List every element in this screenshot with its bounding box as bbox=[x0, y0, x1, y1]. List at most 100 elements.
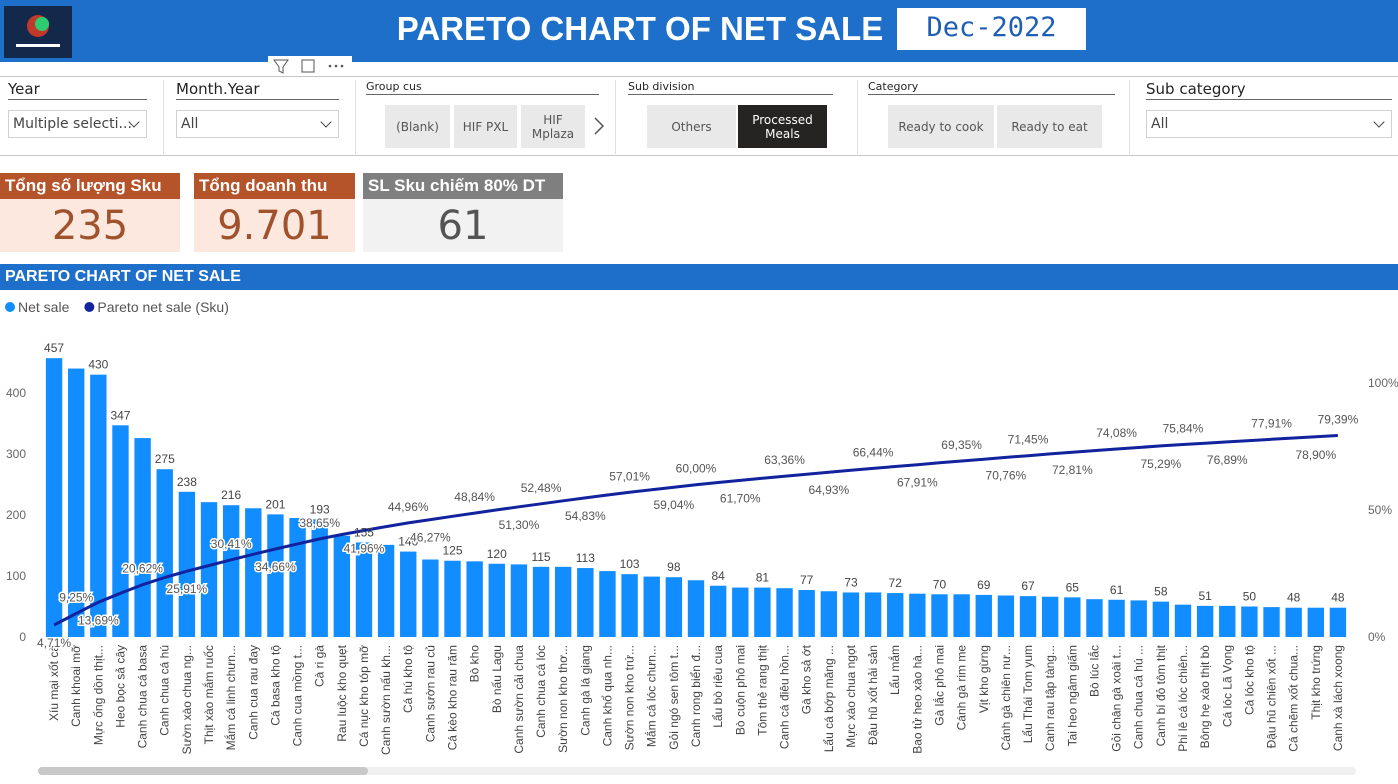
chart: Net sale Pareto net sale (Sku) 0 100 200 300 4… bbox=[5, 299, 1398, 775]
slicer-label: Year bbox=[8, 80, 147, 100]
bar bbox=[355, 542, 373, 637]
bar bbox=[1041, 596, 1059, 637]
slicer-button[interactable]: HIF PXL bbox=[454, 105, 517, 148]
bar bbox=[510, 564, 528, 637]
x-tick-label: Rau luộc kho quẹt bbox=[335, 644, 349, 741]
x-tick-label: Đậu hũ chiên xốt ... bbox=[1265, 645, 1279, 748]
period-box: Dec-2022 bbox=[897, 8, 1086, 50]
x-tick-label: Bò nấu Lagu bbox=[490, 645, 504, 713]
bar bbox=[1019, 596, 1037, 637]
bar bbox=[577, 568, 594, 637]
x-tick-label: Canh chua cá hú ... bbox=[1132, 645, 1146, 749]
x-tick-label: Mắm cá linh chưn... bbox=[223, 645, 238, 750]
bar-value-label: 140 bbox=[398, 535, 418, 549]
bar bbox=[222, 505, 240, 637]
line-value-label: 67,91% bbox=[897, 476, 938, 490]
y2-tick-label: 50% bbox=[1368, 503, 1392, 517]
x-tick-label: Canh cá điêu hồn... bbox=[778, 645, 792, 749]
line-value-label: 52,48% bbox=[521, 481, 562, 495]
bar-value-label: 457 bbox=[44, 341, 64, 355]
bar bbox=[1174, 604, 1192, 637]
x-tick-label: Canh sườn cải chua bbox=[512, 645, 526, 754]
slicer-label: Sub division bbox=[628, 80, 833, 95]
bar-value-label: 275 bbox=[155, 452, 175, 466]
bar-value-label: 113 bbox=[576, 551, 595, 565]
x-tick-label: Heo bọc sả cây bbox=[113, 645, 127, 728]
bar bbox=[156, 469, 173, 637]
bar-value-label: 48 bbox=[1287, 591, 1301, 605]
line-value-label: 75,84% bbox=[1163, 422, 1204, 436]
visual-icons[interactable] bbox=[268, 56, 352, 76]
bar bbox=[1285, 607, 1302, 637]
line-value-label: 25,91% bbox=[167, 582, 208, 596]
kpi-label: Tổng doanh thu bbox=[194, 173, 355, 199]
x-tick-label: Lẩu bò riêu cua bbox=[711, 645, 725, 728]
x-tick-label: Lẩu Thái Tom yum bbox=[1021, 645, 1035, 743]
dropdown[interactable]: All bbox=[176, 110, 339, 138]
bar bbox=[732, 587, 749, 637]
kpi-value: 235 bbox=[0, 199, 180, 252]
slicer-year[interactable]: Year Multiple selecti... bbox=[8, 80, 164, 154]
kpi-value: 9.701 bbox=[194, 199, 355, 252]
pareto-line bbox=[53, 434, 1338, 627]
dropdown[interactable]: All bbox=[1146, 110, 1392, 138]
bar-value-label: 120 bbox=[487, 547, 507, 561]
x-tick-label: Lẩu cá bớp măng ... bbox=[822, 645, 836, 752]
slicer-subcategory[interactable]: Sub category All bbox=[1146, 80, 1392, 154]
x-tick-label: Canh rong biển đ... bbox=[689, 645, 703, 747]
bar-value-label: 67 bbox=[1021, 579, 1035, 593]
bar bbox=[975, 594, 992, 637]
line-value-label: 64,93% bbox=[808, 483, 849, 497]
bar bbox=[444, 560, 461, 637]
x-tick-label: Tôm thẻ rang thịt bbox=[755, 644, 769, 735]
kpi-label: SL Sku chiếm 80% DT bbox=[363, 173, 563, 199]
line-value-label: 76,89% bbox=[1207, 453, 1248, 467]
bar bbox=[798, 590, 815, 637]
dropdown[interactable]: Multiple selecti... bbox=[8, 110, 147, 138]
bar-value-label: 51 bbox=[1198, 589, 1212, 603]
bar bbox=[1152, 601, 1170, 637]
slicer-group: Group cus bbox=[366, 80, 616, 154]
y-tick-label: 300 bbox=[6, 447, 26, 461]
x-tick-label: Cá chẽm xốt chua... bbox=[1287, 645, 1301, 752]
legend-label: Net sale bbox=[18, 299, 70, 315]
bar bbox=[1130, 600, 1147, 637]
x-tick-label: Sườn non kho trứ... bbox=[623, 645, 637, 750]
bar bbox=[178, 491, 196, 637]
legend-marker bbox=[5, 302, 15, 312]
line-value-label: 78,90% bbox=[1295, 448, 1336, 462]
bar bbox=[112, 425, 129, 637]
line-value-label: 41,96% bbox=[344, 542, 385, 556]
bar bbox=[909, 593, 926, 637]
y-tick-label: 200 bbox=[6, 508, 26, 522]
line-value-label: 63,36% bbox=[764, 453, 805, 467]
bar bbox=[621, 574, 638, 637]
x-tick-label: Bông hẹ xào thịt bò bbox=[1198, 645, 1212, 749]
bar bbox=[1263, 607, 1280, 637]
slicer-button[interactable]: Ready to eat bbox=[997, 105, 1102, 148]
x-tick-label: Canh chua cá hú bbox=[158, 645, 172, 736]
slicer-button[interactable]: Ready to cook bbox=[888, 105, 994, 148]
x-tick-label: Mực ống dồn thịt... bbox=[91, 645, 105, 745]
scrollbar-thumb[interactable] bbox=[38, 767, 368, 775]
bar bbox=[488, 563, 505, 637]
slicer-month[interactable]: Month.Year All bbox=[176, 80, 356, 154]
bar-value-label: 73 bbox=[844, 575, 858, 589]
x-tick-label: Gà lắc phô mai bbox=[931, 645, 946, 726]
bar-value-label: 103 bbox=[620, 557, 640, 571]
x-tick-label: Xíu mại xốt cà bbox=[47, 645, 61, 721]
slicer-button[interactable]: HIF Mplaza bbox=[521, 105, 585, 148]
bar bbox=[776, 588, 793, 637]
scroll-arrow[interactable] bbox=[592, 116, 606, 136]
bar bbox=[864, 592, 882, 637]
bar-value-label: 347 bbox=[110, 408, 130, 422]
slicer-button[interactable]: Others bbox=[647, 105, 736, 148]
line-value-label: 13,69% bbox=[78, 613, 119, 627]
line-value-label: 77,91% bbox=[1251, 416, 1292, 430]
bar bbox=[887, 593, 904, 637]
x-tick-label: Bò lúc lắc bbox=[1086, 645, 1101, 697]
slicer-button[interactable]: Processed Meals bbox=[738, 105, 827, 148]
bar-value-label: 72 bbox=[889, 576, 903, 590]
bar-value-label: 193 bbox=[310, 502, 330, 516]
slicer-button[interactable]: (Blank) bbox=[385, 105, 450, 148]
